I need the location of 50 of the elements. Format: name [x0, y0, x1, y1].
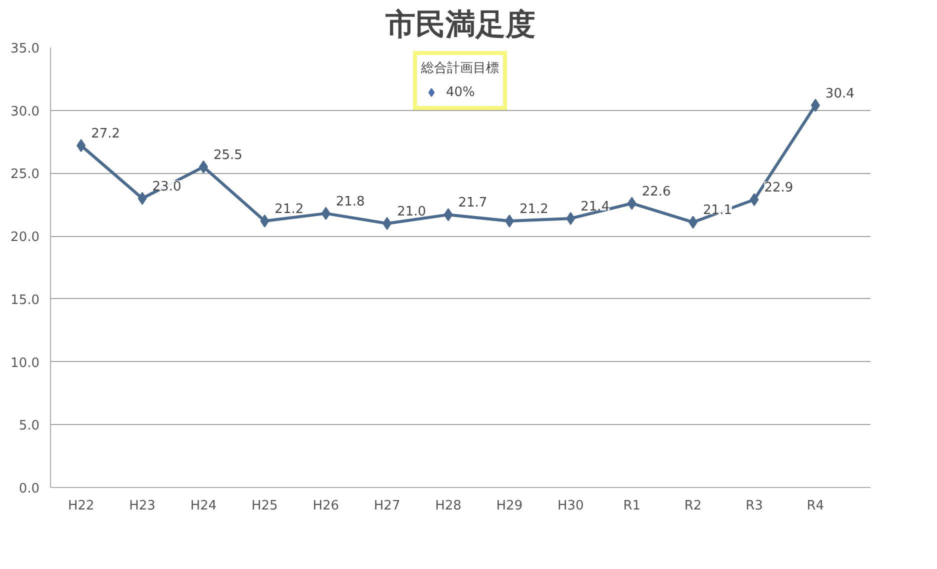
point	[138, 192, 147, 205]
x-tick-label: H25	[252, 498, 278, 514]
legend-title: 総合計画目標	[421, 60, 499, 77]
point	[504, 214, 514, 228]
y-tick-label: 5.0	[18, 418, 40, 434]
point	[688, 216, 698, 229]
y-tick-label: 0.0	[18, 482, 40, 496]
point	[382, 217, 392, 230]
data-label: 27.2	[91, 126, 120, 142]
x-tick-label: H28	[435, 498, 462, 514]
data-label: 21.2	[274, 202, 304, 217]
y-tick-label: 20.0	[10, 230, 40, 246]
y-tick-label: 10.0	[10, 356, 40, 371]
point	[76, 139, 86, 152]
y-tick-label: 35.0	[10, 42, 40, 56]
data-label: 21.4	[580, 199, 610, 214]
point	[198, 160, 208, 174]
data-label: 22.6	[642, 184, 671, 200]
point	[321, 206, 330, 220]
x-tick-label: H22	[68, 498, 94, 514]
data-label: 21.1	[703, 203, 732, 218]
point	[750, 193, 759, 206]
data-label: 21.0	[397, 204, 426, 220]
x-tick-label: H23	[129, 498, 156, 514]
data-label: 21.2	[519, 202, 548, 217]
legend-label: 40%	[446, 84, 475, 100]
y-tick-label: 30.0	[10, 104, 40, 120]
point	[566, 212, 576, 225]
point	[810, 98, 820, 112]
x-tick-label: H26	[312, 498, 340, 514]
data-label: 23.0	[152, 179, 182, 194]
data-label: 21.8	[336, 194, 365, 210]
point	[260, 214, 270, 228]
x-tick-label: R2	[684, 498, 702, 514]
x-tick-label: R4	[806, 498, 824, 514]
point	[444, 208, 453, 222]
y-tick-label: 25.0	[10, 167, 40, 182]
x-tick-label: R3	[746, 498, 763, 514]
point	[627, 196, 636, 210]
y-tick-label: 15.0	[10, 292, 40, 308]
data-label: 25.5	[213, 148, 242, 163]
data-label: 30.4	[825, 86, 854, 102]
x-tick-label: H29	[496, 498, 523, 514]
x-tick-label: H27	[374, 498, 400, 514]
x-tick-label: H30	[557, 498, 584, 514]
data-label: 21.7	[458, 196, 488, 211]
data-label: 22.9	[764, 180, 794, 196]
chart-title: 市民満足度	[384, 8, 536, 42]
x-tick-label: R1	[623, 498, 641, 514]
x-tick-label: H24	[190, 498, 217, 514]
